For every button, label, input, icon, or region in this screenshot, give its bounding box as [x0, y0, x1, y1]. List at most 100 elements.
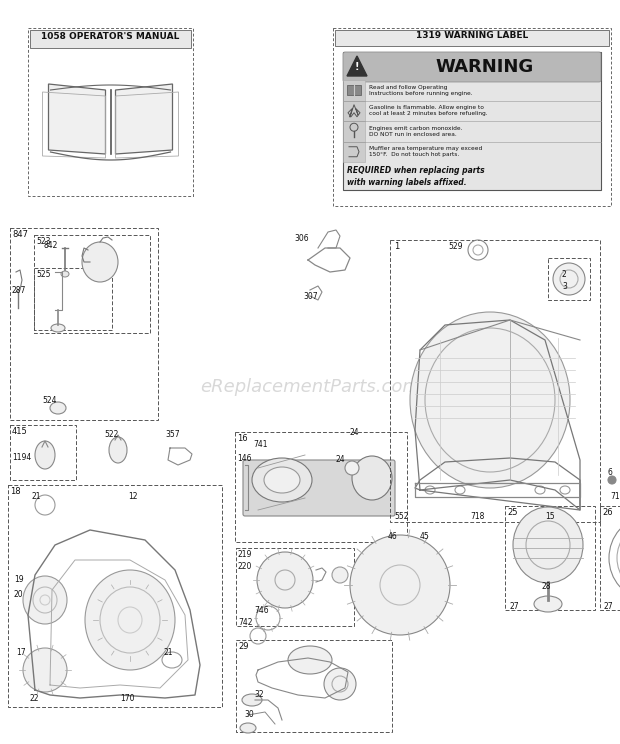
Text: !: ! [355, 62, 359, 72]
Text: 170: 170 [120, 694, 135, 703]
Text: 1319 WARNING LABEL: 1319 WARNING LABEL [416, 31, 528, 40]
Text: 1194: 1194 [12, 453, 31, 462]
Text: 12: 12 [128, 492, 138, 501]
Ellipse shape [513, 507, 583, 583]
Text: 29: 29 [238, 642, 249, 651]
Bar [548, 258, 590, 300]
Ellipse shape [608, 476, 616, 484]
Text: 529: 529 [448, 242, 463, 251]
Ellipse shape [50, 402, 66, 414]
Ellipse shape [332, 567, 348, 583]
Ellipse shape [82, 242, 118, 282]
Text: Read and follow Operating
Instructions before running engine.: Read and follow Operating Instructions b… [369, 85, 472, 96]
Ellipse shape [345, 461, 359, 475]
Ellipse shape [35, 441, 55, 469]
Text: 741: 741 [253, 440, 267, 449]
Ellipse shape [350, 535, 450, 635]
Bar [390, 240, 600, 522]
Text: Gasoline is flammable. Allow engine to
cool at least 2 minutes before refueling.: Gasoline is flammable. Allow engine to c… [369, 105, 487, 116]
Bar [30, 30, 191, 48]
Text: 46: 46 [388, 532, 398, 541]
Text: 1058 OPERATOR'S MANUAL: 1058 OPERATOR'S MANUAL [42, 32, 180, 41]
Text: WARNING: WARNING [436, 58, 534, 76]
Bar [28, 28, 193, 196]
FancyBboxPatch shape [343, 52, 601, 82]
Text: 718A: 718A [610, 492, 620, 501]
Text: Muffler area temperature may exceed
150°F.  Do not touch hot parts.: Muffler area temperature may exceed 150°… [369, 146, 482, 157]
Bar [10, 425, 76, 480]
Bar [236, 640, 392, 732]
Text: 19: 19 [14, 575, 24, 584]
Text: eReplacementParts.com: eReplacementParts.com [200, 378, 420, 396]
Bar [600, 506, 620, 610]
Text: 6: 6 [608, 468, 613, 477]
Text: 2: 2 [562, 270, 567, 279]
Ellipse shape [553, 263, 585, 295]
Text: 26: 26 [602, 508, 613, 517]
Bar [343, 100, 365, 121]
Text: 22: 22 [30, 694, 40, 703]
Text: 27: 27 [604, 602, 614, 611]
Bar [335, 30, 609, 46]
Text: 522: 522 [104, 430, 118, 439]
Text: 415: 415 [12, 427, 28, 436]
Text: 20: 20 [14, 590, 24, 599]
Bar [235, 432, 407, 542]
Text: 28: 28 [541, 582, 551, 591]
Text: 287: 287 [12, 286, 27, 295]
Ellipse shape [252, 458, 312, 502]
Bar [236, 548, 354, 626]
Text: 30: 30 [244, 710, 254, 719]
Bar [343, 141, 365, 162]
Ellipse shape [257, 552, 313, 608]
Ellipse shape [85, 570, 175, 670]
Text: 18: 18 [10, 487, 20, 496]
Text: 21: 21 [163, 648, 172, 657]
Bar [10, 228, 158, 420]
Ellipse shape [324, 668, 356, 700]
Text: 307: 307 [303, 292, 317, 301]
Text: 524: 524 [42, 396, 56, 405]
Text: 17: 17 [16, 648, 25, 657]
Ellipse shape [352, 456, 392, 500]
Bar [505, 506, 595, 610]
Ellipse shape [288, 646, 332, 674]
Text: 220: 220 [238, 562, 252, 571]
Bar [343, 121, 365, 141]
Ellipse shape [264, 467, 300, 493]
Text: 24: 24 [335, 455, 345, 464]
Ellipse shape [242, 694, 262, 706]
Polygon shape [48, 84, 105, 154]
Text: 25: 25 [507, 508, 518, 517]
Bar [347, 86, 361, 95]
Ellipse shape [61, 271, 69, 277]
Text: 742: 742 [238, 618, 252, 627]
Text: 718: 718 [470, 512, 484, 521]
Text: 1: 1 [394, 242, 399, 251]
Text: 219: 219 [238, 550, 252, 559]
Text: 45: 45 [420, 532, 430, 541]
Text: 357: 357 [165, 430, 180, 439]
Text: 746: 746 [254, 606, 268, 615]
Text: 3: 3 [562, 282, 567, 291]
Bar [34, 235, 150, 333]
Bar [343, 52, 601, 190]
Text: 146: 146 [237, 454, 252, 463]
Text: 21: 21 [32, 492, 42, 501]
Ellipse shape [240, 723, 256, 733]
Bar [343, 80, 365, 100]
Ellipse shape [410, 312, 570, 488]
FancyBboxPatch shape [243, 460, 395, 516]
Text: 16: 16 [237, 434, 247, 443]
Text: 32: 32 [254, 690, 264, 699]
Ellipse shape [534, 596, 562, 612]
Polygon shape [115, 84, 172, 154]
Ellipse shape [109, 437, 127, 463]
Text: 306: 306 [294, 234, 309, 243]
Bar [34, 268, 112, 330]
Bar [333, 28, 611, 206]
Ellipse shape [23, 576, 67, 624]
Text: 525: 525 [36, 270, 50, 279]
Bar [345, 54, 599, 80]
Polygon shape [347, 56, 367, 76]
